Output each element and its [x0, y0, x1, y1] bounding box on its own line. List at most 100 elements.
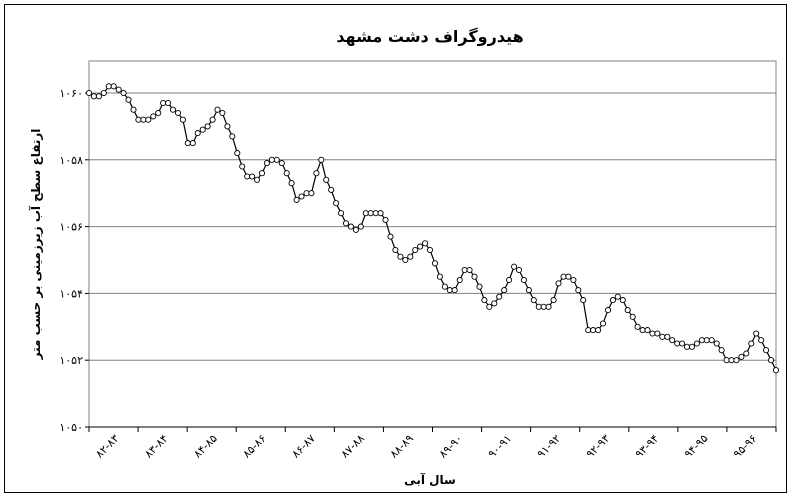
data-point — [683, 343, 691, 350]
data-point — [194, 130, 201, 137]
x-tick-label: ۸۲-۸۳ — [93, 432, 122, 461]
data-point — [461, 266, 468, 274]
data-point — [629, 313, 636, 320]
data-point — [693, 340, 700, 347]
data-point — [100, 89, 107, 97]
x-tick-label: ۹۴-۹۵ — [682, 432, 711, 461]
data-point — [486, 303, 493, 310]
data-point — [491, 300, 498, 307]
y-tick-label: ۱۰۵۶ — [59, 221, 83, 234]
x-tick-label: ۸۵-۸۶ — [240, 432, 269, 461]
data-point — [451, 287, 458, 294]
data-point — [515, 266, 523, 274]
data-point — [422, 240, 429, 247]
x-tick-label: ۹۰-۹۱ — [486, 432, 515, 461]
data-point — [283, 170, 290, 177]
data-point — [140, 116, 147, 123]
data-point — [525, 287, 532, 294]
data-point — [387, 233, 394, 240]
data-point — [758, 337, 765, 344]
data-point — [768, 357, 775, 364]
data-point — [204, 123, 211, 130]
y-axis-ticks: ۱۰۵۰ ۱۰۵۲ ۱۰۵۴ ۱۰۵۶ ۱۰۵۸ ۱۰۶۰ — [59, 87, 89, 434]
data-point — [456, 276, 463, 284]
data-point — [249, 173, 256, 180]
x-tick-label: ۸۷-۸۸ — [338, 432, 367, 461]
data-point — [273, 156, 280, 163]
data-point — [155, 109, 162, 117]
chart-title: هیدروگراف دشت مشهد — [336, 27, 523, 46]
x-tick-label: ۹۳-۹۴ — [633, 432, 662, 461]
data-point — [624, 307, 631, 314]
data-point — [407, 253, 414, 260]
data-point — [160, 99, 167, 107]
x-tick-label: ۸۳-۸۴ — [142, 432, 171, 461]
data-point — [520, 276, 527, 284]
data-point — [446, 287, 453, 294]
series-water-level — [85, 83, 780, 374]
data-point — [659, 333, 666, 340]
data-point — [664, 333, 671, 340]
data-point — [288, 180, 295, 187]
data-point — [278, 160, 285, 167]
data-point — [214, 106, 221, 113]
data-point — [550, 297, 557, 304]
x-tick-label: ۸۹-۹۰ — [436, 432, 465, 461]
data-point — [639, 327, 646, 334]
data-point — [150, 113, 157, 120]
data-point — [713, 340, 720, 347]
data-point — [431, 260, 439, 267]
data-point — [234, 150, 241, 157]
data-point — [165, 99, 172, 107]
data-point — [333, 200, 340, 207]
data-point — [169, 106, 177, 113]
data-point — [352, 226, 359, 233]
data-point — [728, 357, 735, 364]
data-point — [698, 337, 705, 344]
data-point — [426, 246, 434, 254]
data-point — [199, 126, 206, 133]
data-point — [634, 323, 641, 330]
data-point — [466, 266, 473, 274]
data-point — [506, 276, 513, 284]
data-point — [738, 353, 745, 360]
data-point — [708, 337, 715, 344]
data-point — [357, 223, 364, 230]
data-point — [570, 276, 577, 284]
data-point — [397, 253, 404, 260]
data-point — [90, 93, 97, 100]
data-point — [417, 243, 424, 250]
data-point — [560, 273, 567, 280]
x-tick-label: ۹۱-۹۲ — [535, 432, 564, 461]
data-point — [130, 106, 137, 113]
y-tick-label: ۱۰۵۸ — [59, 154, 83, 167]
data-point — [303, 190, 310, 197]
data-point — [110, 83, 117, 90]
data-point — [244, 173, 251, 180]
data-point — [688, 343, 696, 350]
data-point — [471, 273, 478, 280]
data-point — [338, 210, 345, 217]
data-point — [402, 256, 409, 264]
data-point — [323, 176, 330, 183]
data-point — [545, 303, 552, 310]
data-point — [224, 123, 231, 130]
data-point — [649, 330, 656, 337]
data-point — [436, 273, 443, 280]
data-point — [268, 156, 275, 163]
data-point — [530, 297, 537, 304]
data-point — [580, 297, 587, 304]
data-point — [535, 303, 542, 310]
data-point — [85, 89, 93, 97]
data-point — [654, 330, 661, 337]
data-point — [412, 246, 419, 254]
x-axis-ticks: ۸۲-۸۳ ۸۳-۸۴ ۸۴-۸۵ ۸۵-۸۶ ۸۶-۸۷ ۸۷-۸۸ ۸۸-۸۹ ۸۹-۹۰… — [88, 427, 777, 461]
data-point — [703, 337, 710, 344]
data-point — [595, 327, 602, 334]
data-point — [372, 210, 379, 217]
x-tick-label: ۸۶-۸۷ — [289, 432, 318, 461]
data-point — [184, 140, 191, 147]
y-axis-title: ارتفاع سطح آب زیرزمینی بر حسب متر — [28, 129, 43, 361]
